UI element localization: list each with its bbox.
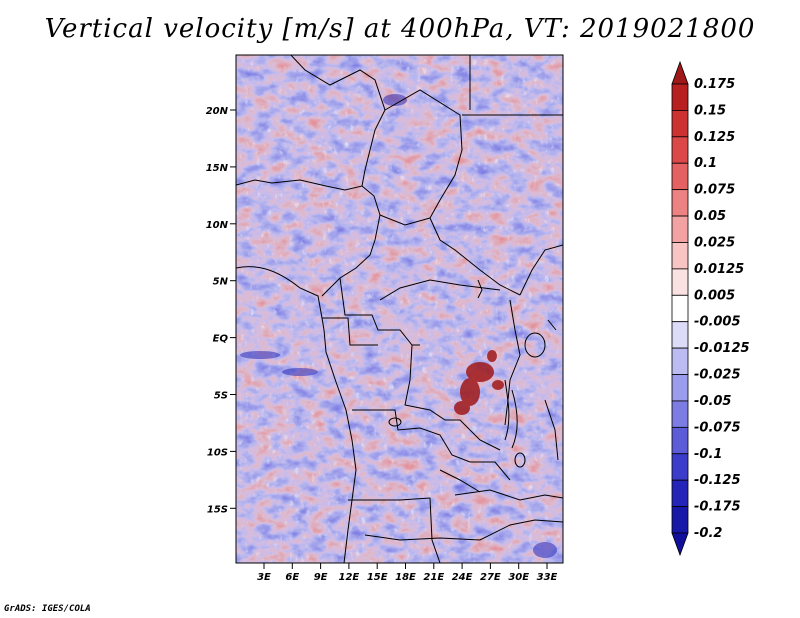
colorbar: 0.175 0.15 0.125 0.1 0.075 0.05 0.025 0.0125 0.0… bbox=[671, 60, 750, 557]
colorbar-segment bbox=[671, 321, 689, 349]
lon-tick-label: 30E bbox=[508, 572, 529, 583]
lon-tick-label: 6E bbox=[285, 572, 299, 583]
lat-tick-label: 10S bbox=[207, 447, 228, 458]
strong-descent-patches bbox=[240, 94, 557, 558]
lat-tick-label: 15S bbox=[207, 504, 228, 515]
grads-credit: GrADS: IGES/COLA bbox=[4, 604, 91, 614]
lon-tick-label: 27E bbox=[480, 572, 501, 583]
colorbar-label: -0.2 bbox=[694, 526, 722, 541]
colorbar-label: 0.175 bbox=[694, 77, 735, 92]
colorbar-label: 0.005 bbox=[694, 288, 735, 303]
lon-tick-label: 12E bbox=[339, 572, 360, 583]
lat-tick-label: EQ bbox=[213, 334, 229, 345]
colorbar-segment bbox=[671, 426, 689, 455]
lon-tick-label: 21E bbox=[423, 572, 444, 583]
colorbar-segment bbox=[671, 400, 689, 428]
colorbar-label: 0.15 bbox=[694, 103, 726, 118]
colorbar-segment bbox=[671, 532, 689, 557]
colorbar-label: -0.125 bbox=[694, 473, 741, 488]
colorbar-label: 0.075 bbox=[694, 183, 735, 198]
colorbar-label: -0.075 bbox=[694, 420, 741, 435]
colorbar-segment bbox=[671, 83, 689, 111]
colorbar-segment bbox=[671, 479, 689, 507]
colorbar-label: -0.175 bbox=[694, 500, 741, 515]
colorbar-segment bbox=[671, 110, 689, 138]
colorbar-label: -0.05 bbox=[694, 394, 731, 409]
colorbar-segment bbox=[671, 60, 689, 85]
colorbar-label: -0.1 bbox=[694, 447, 722, 462]
colorbar-segment bbox=[671, 242, 689, 270]
lon-tick-label: 9E bbox=[314, 572, 328, 583]
lat-tick-label: 20N bbox=[206, 106, 229, 117]
colorbar-segment bbox=[671, 189, 689, 217]
colorbar-segment bbox=[671, 374, 689, 402]
borders bbox=[236, 55, 563, 563]
colorbar-segment bbox=[671, 506, 689, 534]
latitude-axis: 20N 15N 10N 5N EQ 5S 10S 15S bbox=[206, 106, 236, 515]
colorbar-segment bbox=[671, 162, 689, 191]
lakes bbox=[388, 279, 557, 468]
lon-tick-label: 3E bbox=[257, 572, 271, 583]
colorbar-label: 0.125 bbox=[694, 130, 735, 145]
colorbar-segment bbox=[671, 136, 689, 164]
colorbar-label: 0.0125 bbox=[694, 262, 744, 277]
colorbar-label: 0.05 bbox=[694, 209, 726, 224]
plot-frame bbox=[235, 54, 564, 564]
lon-tick-label: 24E bbox=[452, 572, 473, 583]
lat-tick-label: 10N bbox=[206, 220, 229, 231]
colorbar-segment bbox=[671, 215, 689, 243]
lat-tick-label: 5N bbox=[213, 277, 229, 288]
lon-tick-label: 18E bbox=[395, 572, 416, 583]
lon-tick-label: 33E bbox=[537, 572, 558, 583]
strong-ascent-cluster bbox=[454, 350, 504, 415]
map-title: Vertical velocity [m/s] at 400hPa, VT: 2… bbox=[44, 14, 756, 44]
colorbar-label: 0.025 bbox=[694, 235, 735, 250]
lat-tick-label: 5S bbox=[214, 391, 228, 402]
colorbar-segment bbox=[671, 453, 689, 481]
colorbar-label: -0.005 bbox=[694, 315, 741, 330]
longitude-axis: 3E 6E 9E 12E 15E 18E 21E 24E 27E 30E 33E bbox=[257, 563, 558, 583]
colorbar-segment bbox=[671, 347, 689, 375]
colorbar-label: 0.1 bbox=[694, 156, 717, 171]
colorbar-segment bbox=[671, 294, 689, 323]
lon-tick-label: 15E bbox=[367, 572, 388, 583]
colorbar-label: -0.0125 bbox=[694, 341, 750, 356]
colorbar-segment bbox=[671, 268, 689, 296]
lat-tick-label: 15N bbox=[206, 163, 229, 174]
colorbar-label: -0.025 bbox=[694, 368, 741, 383]
velocity-field bbox=[236, 55, 563, 563]
